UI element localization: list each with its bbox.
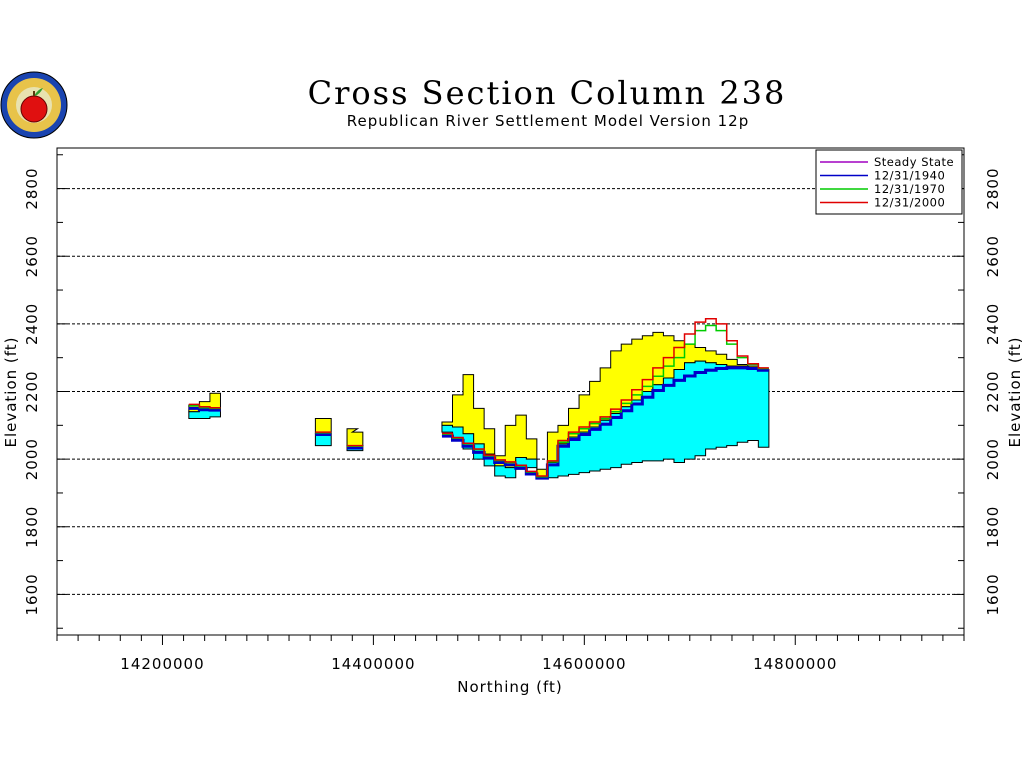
y-tick-label-right: 2600 <box>984 235 1002 277</box>
y-axis-right: 1600 1800 2000 2200 2400 2600 2800 <box>954 154 1002 629</box>
y-tick-label-left: 1800 <box>23 506 41 548</box>
y-tick-label-left: 2400 <box>23 303 41 345</box>
legend-label: 12/31/1940 <box>874 169 945 183</box>
grid-lines <box>57 188 964 595</box>
layer-fills <box>188 331 770 479</box>
y-axis-label-left: Elevation (ft) <box>2 336 20 447</box>
x-tick-label: 14600000 <box>542 655 626 673</box>
legend: Steady State12/31/194012/31/197012/31/20… <box>815 149 963 215</box>
y-tick-label-right: 2200 <box>984 370 1002 412</box>
y-tick-label-right: 1800 <box>984 506 1002 548</box>
legend-box <box>815 149 963 215</box>
y-tick-label-left: 2800 <box>23 167 41 209</box>
y-tick-label-right: 2000 <box>984 438 1002 480</box>
series-1-segment-0 <box>188 406 221 412</box>
legend-label: 12/31/2000 <box>874 196 945 210</box>
y-tick-label-left: 1600 <box>23 573 41 615</box>
legend-label: Steady State <box>874 155 954 169</box>
y-tick-label-right: 2400 <box>984 303 1002 345</box>
y-tick-label-right: 1600 <box>984 573 1002 615</box>
series-3-segment-0 <box>188 403 221 409</box>
y-tick-label-right: 2800 <box>984 167 1002 209</box>
chart-subtitle: Republican River Settlement Model Versio… <box>347 112 749 130</box>
x-axis: 14200000 14400000 14600000 14800000 <box>56 635 965 673</box>
head-series <box>188 318 769 480</box>
top-layer-segment-2 <box>346 428 364 447</box>
y-axis-label-right: Elevation (ft) <box>1006 336 1024 447</box>
legend-label: 12/31/1970 <box>874 182 945 196</box>
chart-title: Cross Section Column 238 <box>308 74 787 112</box>
series-3-segment-3 <box>441 318 769 477</box>
x-tick-label: 14200000 <box>120 655 204 673</box>
x-axis-label: Northing (ft) <box>457 678 563 696</box>
seal-logo <box>0 71 68 139</box>
y-tick-label-left: 2000 <box>23 438 41 480</box>
y-tick-label-left: 2200 <box>23 370 41 412</box>
x-tick-label: 14800000 <box>753 655 837 673</box>
y-tick-label-left: 2600 <box>23 235 41 277</box>
x-tick-label: 14400000 <box>331 655 415 673</box>
y-axis-left: 1600 1800 2000 2200 2400 2600 2800 <box>23 154 67 629</box>
